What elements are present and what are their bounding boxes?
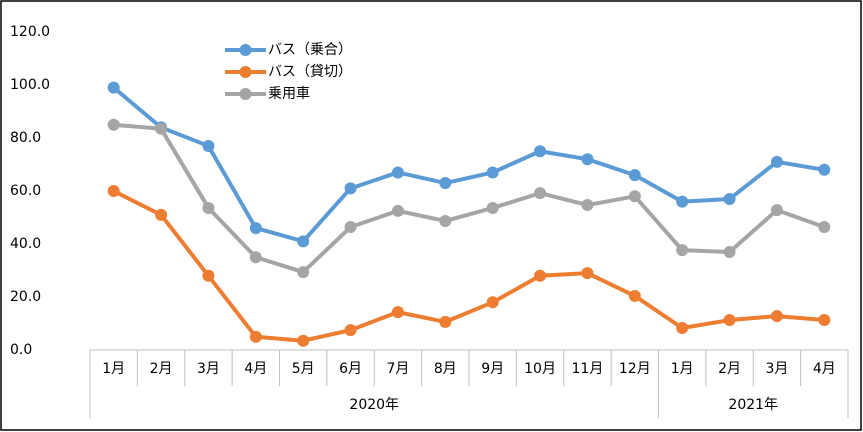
data-point xyxy=(723,245,736,258)
x-tick-label: 10月 xyxy=(524,361,556,377)
data-point xyxy=(249,222,262,235)
data-point xyxy=(486,166,499,179)
legend-label: 乗用車 xyxy=(268,85,310,102)
x-tick-label: 7月 xyxy=(386,361,409,377)
data-point xyxy=(344,221,357,234)
data-point xyxy=(297,334,310,347)
data-point xyxy=(534,269,547,282)
legend-marker xyxy=(239,44,252,56)
data-point xyxy=(107,185,120,197)
x-tick-label: 9月 xyxy=(481,361,504,377)
data-point xyxy=(770,155,783,168)
data-point xyxy=(534,187,547,200)
data-point xyxy=(391,204,404,217)
x-tick-label: 8月 xyxy=(434,361,457,377)
x-tick-label: 1月 xyxy=(102,361,125,377)
data-point xyxy=(818,163,831,176)
data-point xyxy=(676,195,689,208)
data-point xyxy=(107,81,120,94)
data-point xyxy=(628,169,641,182)
x-tick-label: 11月 xyxy=(572,361,604,377)
data-point xyxy=(249,330,262,343)
data-point xyxy=(676,322,689,335)
data-point xyxy=(770,310,783,323)
data-point xyxy=(439,177,452,190)
x-tick-label: 3月 xyxy=(765,361,788,377)
data-point xyxy=(344,182,357,195)
data-point xyxy=(202,201,215,214)
y-tick-label: 20.0 xyxy=(10,289,41,305)
data-point xyxy=(391,306,404,319)
data-point xyxy=(818,221,831,234)
data-point xyxy=(297,266,310,279)
y-tick-label: 100.0 xyxy=(10,77,50,93)
data-point xyxy=(107,118,120,131)
data-point xyxy=(818,314,831,327)
x-tick-label: 2月 xyxy=(718,361,741,377)
series-line xyxy=(113,122,825,275)
x-tick-label: 4月 xyxy=(244,361,267,377)
y-tick-label: 120.0 xyxy=(10,24,50,40)
y-tick-label: 40.0 xyxy=(10,236,41,252)
series-line xyxy=(112,189,825,343)
data-point xyxy=(439,315,452,328)
data-point xyxy=(534,145,547,158)
y-tick-label: 60.0 xyxy=(10,183,41,199)
legend-label: バス（貸切） xyxy=(268,64,352,80)
data-point xyxy=(628,289,641,302)
data-point xyxy=(391,166,404,179)
y-tick-label: 80.0 xyxy=(10,130,41,146)
series-line xyxy=(112,86,825,244)
group-label: 2020年 xyxy=(349,397,399,413)
data-point xyxy=(581,199,594,212)
x-tick-label: 1月 xyxy=(671,361,694,377)
data-point xyxy=(155,122,168,135)
x-tick-label: 4月 xyxy=(813,361,836,377)
data-point xyxy=(628,190,641,203)
data-point xyxy=(723,192,736,205)
data-point xyxy=(486,201,499,214)
data-point xyxy=(723,314,736,327)
legend-label: バス（乗合） xyxy=(268,42,352,58)
data-point xyxy=(297,235,310,248)
data-point xyxy=(486,296,499,309)
x-tick-label: 12月 xyxy=(619,361,651,377)
data-point xyxy=(344,324,357,337)
legend-marker xyxy=(239,88,252,100)
x-tick-label: 3月 xyxy=(197,361,220,377)
data-point xyxy=(202,269,215,282)
data-point xyxy=(581,153,594,166)
legend-marker xyxy=(239,66,252,78)
x-tick-label: 2月 xyxy=(150,361,173,377)
data-point xyxy=(581,267,594,280)
x-tick-label: 6月 xyxy=(339,361,362,377)
data-point xyxy=(676,244,689,257)
data-point xyxy=(770,204,783,217)
data-point xyxy=(439,214,452,227)
data-point xyxy=(202,139,215,152)
data-point xyxy=(155,208,168,221)
group-label: 2021年 xyxy=(728,397,778,413)
y-tick-label: 0.0 xyxy=(10,342,32,358)
x-tick-label: 5月 xyxy=(292,361,315,377)
data-point xyxy=(249,251,262,264)
